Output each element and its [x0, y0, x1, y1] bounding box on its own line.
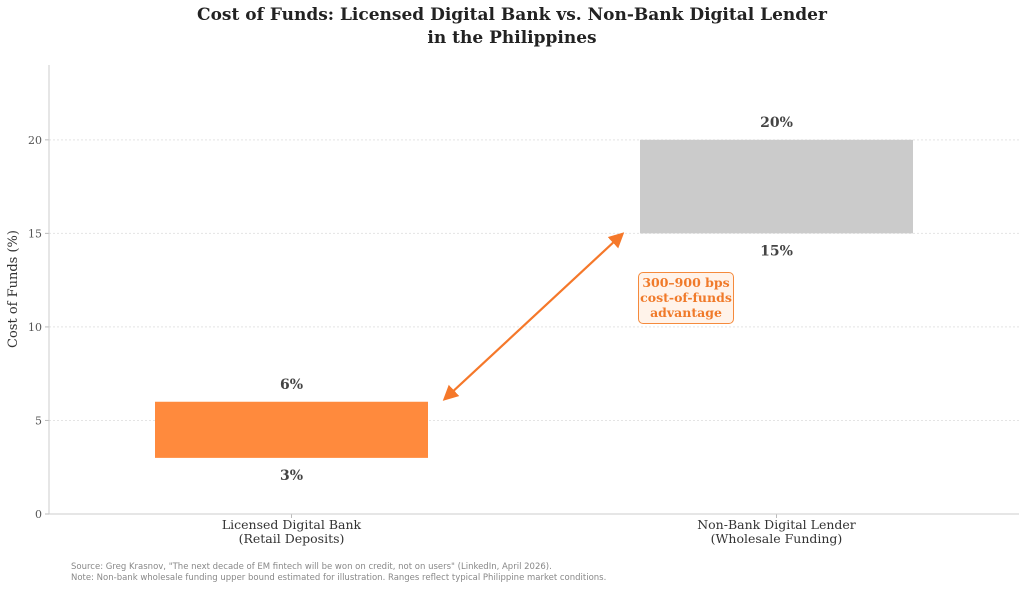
- x-category-label: Licensed Digital Bank: [222, 517, 362, 532]
- y-tick-label: 20: [28, 134, 42, 147]
- cost-advantage-annotation: 300–900 bps cost-of-funds advantage: [638, 272, 734, 324]
- source-note: Source: Greg Krasnov, "The next decade o…: [71, 562, 552, 572]
- y-tick-label: 0: [35, 508, 42, 521]
- annotation-line-2: cost-of-funds: [640, 290, 732, 305]
- method-note: Note: Non-bank wholesale funding upper b…: [71, 573, 607, 583]
- chart-title: Cost of Funds: Licensed Digital Bank vs.…: [0, 4, 1024, 50]
- bar-high-label: 6%: [280, 377, 303, 393]
- x-category-label: (Retail Deposits): [239, 531, 345, 546]
- range-bar: [640, 139, 913, 234]
- y-tick-label: 10: [28, 321, 42, 334]
- annotation-line-3: advantage: [650, 305, 722, 320]
- bar-high-label: 20%: [760, 115, 793, 131]
- chart-title-line-2: in the Philippines: [427, 28, 597, 48]
- x-category-label: (Wholesale Funding): [711, 531, 843, 546]
- y-tick-label: 15: [28, 227, 42, 240]
- x-category-label: Non-Bank Digital Lender: [697, 517, 856, 532]
- source-notes: Source: Greg Krasnov, "The next decade o…: [71, 562, 606, 584]
- y-tick-label: 5: [35, 414, 42, 427]
- chart-title-line-1: Cost of Funds: Licensed Digital Bank vs.…: [197, 5, 827, 25]
- bar-low-label: 3%: [280, 468, 303, 484]
- double-arrow-icon: [442, 232, 625, 401]
- y-axis-label: Cost of Funds (%): [6, 230, 21, 348]
- annotation-line-1: 300–900 bps: [642, 275, 730, 290]
- bar-low-label: 15%: [760, 243, 793, 259]
- range-bar: [155, 401, 428, 458]
